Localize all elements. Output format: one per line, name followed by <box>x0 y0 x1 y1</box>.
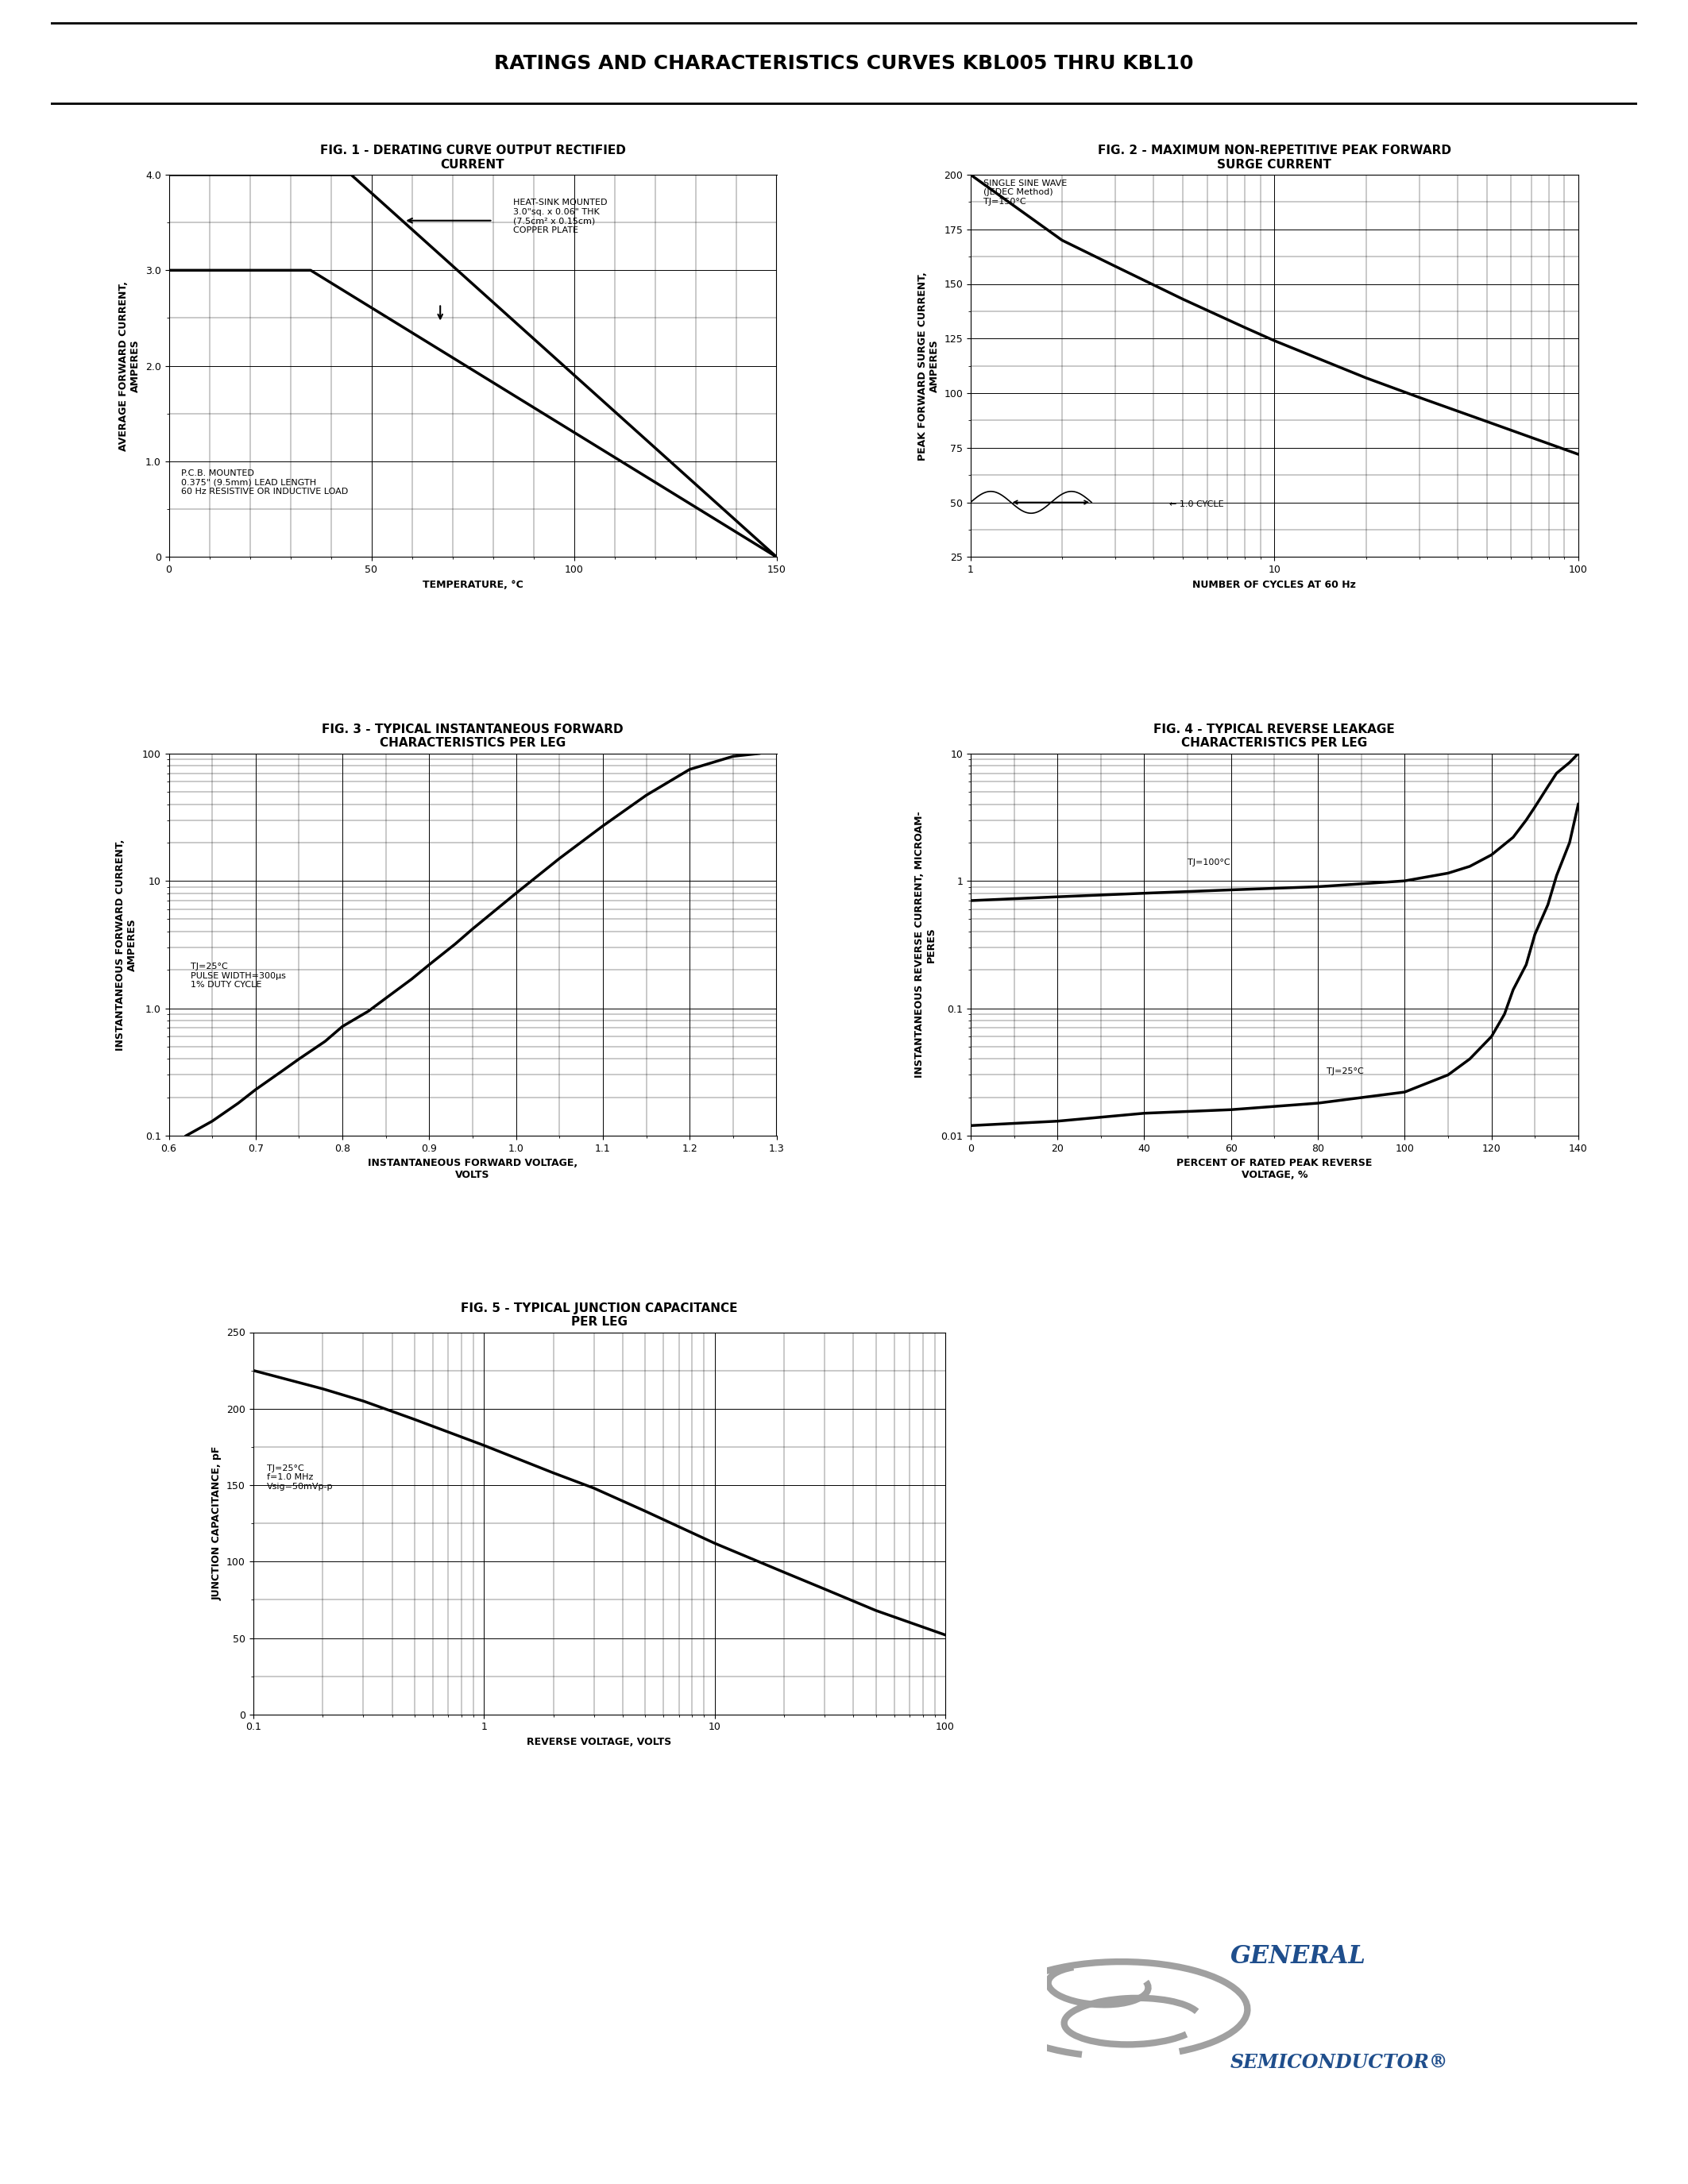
X-axis label: INSTANTANEOUS FORWARD VOLTAGE,
VOLTS: INSTANTANEOUS FORWARD VOLTAGE, VOLTS <box>368 1158 577 1179</box>
Text: P.C.B. MOUNTED
0.375" (9.5mm) LEAD LENGTH
60 Hz RESISTIVE OR INDUCTIVE LOAD: P.C.B. MOUNTED 0.375" (9.5mm) LEAD LENGT… <box>181 470 348 496</box>
Title: FIG. 3 - TYPICAL INSTANTANEOUS FORWARD
CHARACTERISTICS PER LEG: FIG. 3 - TYPICAL INSTANTANEOUS FORWARD C… <box>322 723 623 749</box>
Y-axis label: JUNCTION CAPACITANCE, pF: JUNCTION CAPACITANCE, pF <box>211 1446 223 1601</box>
X-axis label: TEMPERATURE, °C: TEMPERATURE, °C <box>422 579 523 590</box>
Text: TJ=25°C: TJ=25°C <box>1327 1068 1364 1075</box>
Y-axis label: INSTANTANEOUS REVERSE CURRENT, MICROAM-
PERES: INSTANTANEOUS REVERSE CURRENT, MICROAM- … <box>915 810 937 1079</box>
Title: FIG. 4 - TYPICAL REVERSE LEAKAGE
CHARACTERISTICS PER LEG: FIG. 4 - TYPICAL REVERSE LEAKAGE CHARACT… <box>1155 723 1394 749</box>
Text: SINGLE SINE WAVE
(JEDEC Method)
TJ=150°C: SINGLE SINE WAVE (JEDEC Method) TJ=150°C <box>982 179 1067 205</box>
X-axis label: PERCENT OF RATED PEAK REVERSE
VOLTAGE, %: PERCENT OF RATED PEAK REVERSE VOLTAGE, % <box>1177 1158 1372 1179</box>
X-axis label: NUMBER OF CYCLES AT 60 Hz: NUMBER OF CYCLES AT 60 Hz <box>1193 579 1355 590</box>
Text: TJ=100°C: TJ=100°C <box>1188 858 1231 867</box>
Text: TJ=25°C
PULSE WIDTH=300μs
1% DUTY CYCLE: TJ=25°C PULSE WIDTH=300μs 1% DUTY CYCLE <box>191 963 285 989</box>
Title: FIG. 2 - MAXIMUM NON-REPETITIVE PEAK FORWARD
SURGE CURRENT: FIG. 2 - MAXIMUM NON-REPETITIVE PEAK FOR… <box>1097 144 1452 170</box>
Text: ← 1.0 CYCLE: ← 1.0 CYCLE <box>1170 500 1224 509</box>
Text: SEMICONDUCTOR®: SEMICONDUCTOR® <box>1231 2053 1448 2073</box>
Title: FIG. 5 - TYPICAL JUNCTION CAPACITANCE
PER LEG: FIG. 5 - TYPICAL JUNCTION CAPACITANCE PE… <box>461 1302 738 1328</box>
Title: FIG. 1 - DERATING CURVE OUTPUT RECTIFIED
CURRENT: FIG. 1 - DERATING CURVE OUTPUT RECTIFIED… <box>319 144 626 170</box>
Text: GENERAL: GENERAL <box>1231 1944 1366 1968</box>
Y-axis label: INSTANTANEOUS FORWARD CURRENT,
AMPERES: INSTANTANEOUS FORWARD CURRENT, AMPERES <box>115 839 138 1051</box>
Text: RATINGS AND CHARACTERISTICS CURVES KBL005 THRU KBL10: RATINGS AND CHARACTERISTICS CURVES KBL00… <box>495 55 1193 72</box>
X-axis label: REVERSE VOLTAGE, VOLTS: REVERSE VOLTAGE, VOLTS <box>527 1736 672 1747</box>
Y-axis label: AVERAGE FORWARD CURRENT,
AMPERES: AVERAGE FORWARD CURRENT, AMPERES <box>118 282 140 450</box>
Text: HEAT-SINK MOUNTED
3.0"sq. x 0.06" THK
(7.5cm² x 0.15cm)
COPPER PLATE: HEAT-SINK MOUNTED 3.0"sq. x 0.06" THK (7… <box>513 199 608 234</box>
Text: TJ=25°C
f=1.0 MHz
Vsig=50mVp-p: TJ=25°C f=1.0 MHz Vsig=50mVp-p <box>267 1463 334 1492</box>
Y-axis label: PEAK FORWARD SURGE CURRENT,
AMPERES: PEAK FORWARD SURGE CURRENT, AMPERES <box>917 271 940 461</box>
